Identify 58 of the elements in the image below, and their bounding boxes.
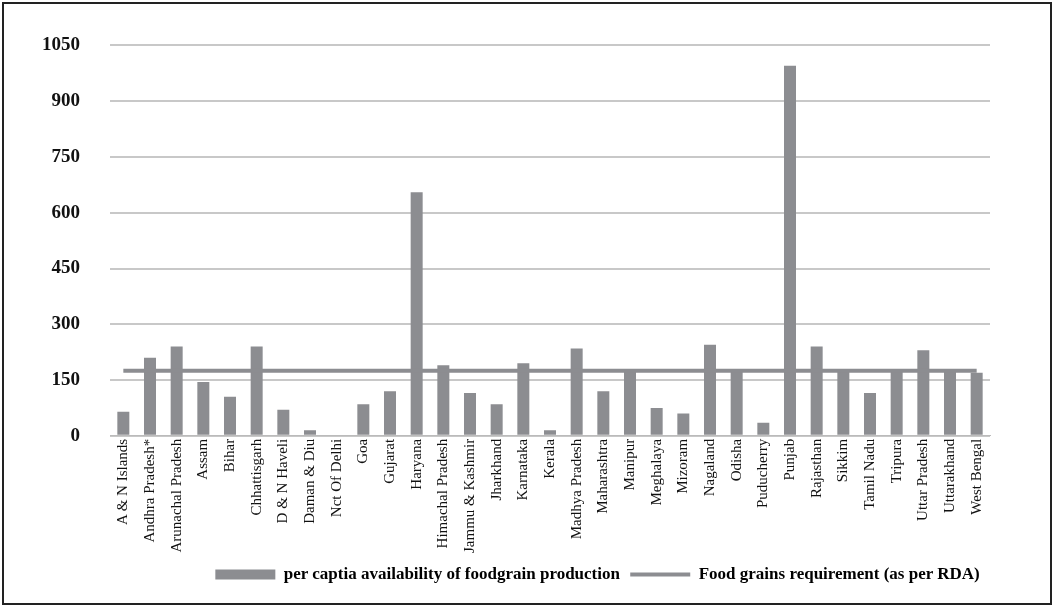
bar: [864, 393, 876, 435]
bar: [384, 391, 396, 435]
x-tick-label: Tripura: [887, 438, 904, 484]
bar: [597, 391, 610, 435]
x-tick-label: Punjab: [780, 438, 797, 481]
x-tick-label: Nagaland: [700, 438, 717, 497]
x-tick-label: Haryana: [407, 438, 424, 490]
bar: [224, 396, 236, 435]
bar: [650, 407, 663, 435]
bar: [117, 411, 130, 435]
x-tick-label: Rajasthan: [807, 438, 824, 498]
x-tick-label: Odisha: [727, 438, 744, 482]
bar: [490, 404, 503, 435]
y-tick-label: 900: [51, 89, 80, 111]
x-tick-label: Arunachal Pradesh: [167, 438, 184, 553]
x-tick-label: Meghalaya: [647, 438, 664, 506]
x-tick-label: Jammu & Kashmir: [460, 438, 477, 553]
y-tick-label: 600: [51, 200, 80, 222]
bar: [464, 393, 476, 435]
y-tick-label: 300: [51, 312, 80, 334]
x-tick-label: Karnataka: [514, 438, 531, 501]
x-tick-label: Gujarat: [380, 438, 397, 484]
x-tick-label: Daman & Diu: [300, 438, 317, 524]
x-tick-label: D & N Haveli: [274, 438, 291, 524]
x-tick-label: A & N Islands: [114, 438, 131, 526]
x-tick-label: Andhra Pradesh*: [140, 438, 157, 543]
bar: [277, 409, 290, 435]
x-tick-label: Himachal Pradesh: [434, 438, 451, 549]
x-tick-label: Mizoram: [674, 438, 691, 494]
x-tick-label: West Bengal: [967, 438, 984, 515]
legend-label: Food grains requirement (as per RDA): [698, 563, 980, 583]
x-tick-label: Uttar Pradesh: [914, 438, 931, 521]
x-tick-label: Kerala: [540, 438, 557, 479]
x-tick-label: Uttarakhand: [940, 438, 957, 513]
x-tick-label: Maharashtra: [594, 438, 611, 514]
bar: [357, 404, 370, 435]
x-tick-label: Bihar: [220, 438, 237, 473]
x-tick-label: Sikkim: [834, 438, 851, 483]
x-tick-label: Manipur: [620, 438, 637, 491]
bar: [197, 381, 210, 435]
x-tick-label: Jharkhand: [487, 438, 504, 501]
y-tick-label: 450: [51, 256, 80, 278]
y-tick-label: 1050: [42, 33, 80, 55]
x-tick-label: Chhattisgarh: [247, 438, 264, 516]
x-tick-label: Tamil Nadu: [860, 438, 877, 510]
x-tick-label: Puducherry: [754, 438, 771, 508]
x-tick-label: Nct Of Delhi: [327, 438, 344, 518]
x-tick-label: Madhya Pradesh: [567, 438, 584, 540]
y-tick-label: 150: [51, 367, 80, 389]
bar: [677, 413, 690, 435]
bar: [304, 430, 316, 435]
bar: [757, 422, 770, 435]
y-tick-label: 750: [51, 144, 80, 166]
legend-label: per captia availability of foodgrain production: [283, 563, 621, 583]
x-tick-label: Assam: [194, 438, 211, 480]
x-tick-label: Goa: [354, 438, 371, 464]
y-tick-label: 0: [70, 423, 80, 445]
bar: [544, 430, 556, 435]
